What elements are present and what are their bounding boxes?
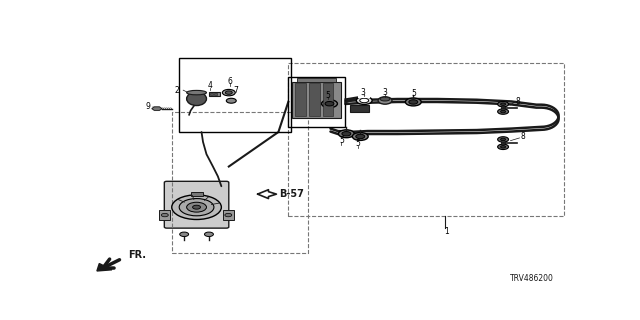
Circle shape: [179, 198, 214, 216]
Circle shape: [500, 103, 506, 105]
Circle shape: [325, 101, 334, 106]
Bar: [191, 192, 202, 196]
Ellipse shape: [380, 97, 390, 101]
Text: 5: 5: [355, 139, 360, 148]
Text: 3: 3: [360, 88, 365, 97]
Bar: [295, 84, 306, 116]
Circle shape: [225, 213, 232, 217]
Bar: [350, 105, 369, 112]
Text: 3: 3: [382, 88, 387, 97]
Bar: [209, 92, 220, 96]
Circle shape: [409, 100, 418, 104]
Text: 1: 1: [445, 227, 449, 236]
Circle shape: [321, 100, 337, 108]
Circle shape: [498, 137, 509, 142]
Polygon shape: [97, 264, 112, 271]
Ellipse shape: [187, 90, 207, 95]
Circle shape: [352, 132, 368, 140]
Circle shape: [187, 202, 207, 212]
Text: 4: 4: [207, 81, 212, 90]
Bar: [214, 93, 218, 95]
Circle shape: [500, 110, 506, 113]
Ellipse shape: [187, 92, 207, 106]
Bar: [172, 112, 308, 253]
Bar: [179, 58, 291, 132]
Bar: [210, 93, 213, 95]
Bar: [223, 210, 234, 220]
Text: 5: 5: [339, 136, 344, 145]
Circle shape: [356, 134, 365, 139]
Bar: [308, 84, 319, 116]
Text: 5: 5: [325, 91, 330, 100]
Bar: [292, 82, 341, 118]
Text: 7: 7: [234, 86, 239, 95]
Circle shape: [339, 130, 355, 138]
Text: B-57: B-57: [279, 189, 304, 199]
Circle shape: [180, 232, 189, 236]
Polygon shape: [152, 107, 162, 110]
Circle shape: [356, 97, 372, 104]
Text: FR.: FR.: [129, 250, 147, 260]
Circle shape: [161, 213, 168, 217]
FancyBboxPatch shape: [164, 181, 229, 228]
Text: 2: 2: [174, 86, 179, 95]
Circle shape: [498, 109, 509, 114]
Text: 9: 9: [145, 102, 150, 111]
Bar: [159, 210, 170, 220]
Circle shape: [405, 98, 421, 106]
Circle shape: [225, 91, 232, 94]
Circle shape: [193, 205, 200, 209]
Circle shape: [360, 98, 369, 103]
Text: TRV486200: TRV486200: [510, 274, 554, 283]
Bar: [297, 78, 337, 82]
Circle shape: [498, 144, 509, 149]
Circle shape: [342, 132, 351, 136]
Circle shape: [172, 195, 221, 220]
Circle shape: [500, 138, 506, 141]
Bar: [288, 63, 564, 216]
Ellipse shape: [378, 97, 392, 104]
Circle shape: [222, 89, 236, 96]
Text: 5: 5: [411, 89, 416, 98]
Circle shape: [498, 101, 509, 107]
Bar: [501, 140, 505, 147]
Text: 8: 8: [515, 97, 520, 106]
Bar: [501, 104, 505, 112]
Bar: [323, 84, 333, 116]
Circle shape: [205, 232, 213, 236]
Text: 6: 6: [228, 77, 233, 86]
Bar: [288, 76, 346, 127]
Circle shape: [500, 146, 506, 148]
Text: 8: 8: [520, 132, 525, 141]
Circle shape: [227, 98, 236, 103]
